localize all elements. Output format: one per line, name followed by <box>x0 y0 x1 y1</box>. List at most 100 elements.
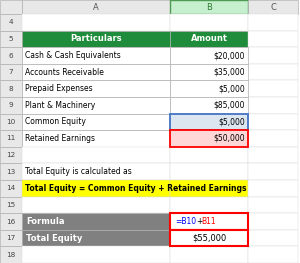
Bar <box>170 130 248 147</box>
Bar <box>22 0 170 14</box>
Bar <box>170 80 248 97</box>
Text: $5,000: $5,000 <box>218 84 245 93</box>
Bar <box>170 97 248 114</box>
Bar <box>248 47 298 64</box>
Text: Particulars: Particulars <box>70 34 122 43</box>
Bar <box>170 14 248 31</box>
Bar <box>170 197 248 213</box>
Bar <box>0 47 22 64</box>
Bar <box>170 180 248 197</box>
Text: 11: 11 <box>6 135 16 141</box>
Bar <box>0 0 22 14</box>
Bar <box>0 31 22 47</box>
Bar <box>22 80 170 97</box>
Text: Total Equity: Total Equity <box>26 234 82 242</box>
Text: 14: 14 <box>6 185 16 191</box>
Bar <box>22 163 170 180</box>
Bar <box>22 114 170 130</box>
Bar <box>22 31 170 47</box>
Bar <box>22 130 170 147</box>
Bar <box>248 130 298 147</box>
Bar <box>248 246 298 263</box>
Text: $85,000: $85,000 <box>214 101 245 110</box>
Bar <box>0 197 22 213</box>
Text: Total Equity is calculated as: Total Equity is calculated as <box>25 167 132 176</box>
Bar <box>0 114 22 130</box>
Bar <box>248 230 298 246</box>
Text: 5: 5 <box>9 36 13 42</box>
Bar <box>0 64 22 80</box>
Bar <box>170 230 248 246</box>
Text: Cash & Cash Equivalents: Cash & Cash Equivalents <box>25 51 121 60</box>
Text: Retained Earnings: Retained Earnings <box>25 134 95 143</box>
Text: +: + <box>196 217 202 226</box>
Bar <box>22 97 170 114</box>
Text: Amount: Amount <box>190 34 227 43</box>
Bar <box>170 163 248 180</box>
Text: $5,000: $5,000 <box>218 117 245 127</box>
Bar <box>248 197 298 213</box>
Bar <box>170 0 248 14</box>
Bar <box>0 130 22 147</box>
Text: 18: 18 <box>6 252 16 258</box>
Bar <box>22 47 170 64</box>
Bar <box>22 64 170 80</box>
Bar <box>248 80 298 97</box>
Text: 8: 8 <box>9 86 13 92</box>
Bar <box>248 114 298 130</box>
Bar <box>22 246 170 263</box>
Bar <box>0 14 22 31</box>
Bar <box>170 47 248 64</box>
Bar <box>22 180 170 197</box>
Text: 10: 10 <box>6 119 16 125</box>
Text: $20,000: $20,000 <box>214 51 245 60</box>
Bar <box>22 230 170 246</box>
Text: =B10: =B10 <box>175 217 196 226</box>
Bar <box>248 14 298 31</box>
Text: 4: 4 <box>9 19 13 25</box>
Bar <box>0 246 22 263</box>
Bar <box>170 213 248 230</box>
Bar <box>170 114 248 130</box>
Bar <box>22 197 170 213</box>
Text: 6: 6 <box>9 53 13 58</box>
Bar <box>248 147 298 163</box>
Text: 16: 16 <box>6 219 16 225</box>
Text: Total Equity = Common Equity + Retained Earnings: Total Equity = Common Equity + Retained … <box>25 184 247 193</box>
Bar <box>170 147 248 163</box>
Bar <box>170 31 248 47</box>
Text: 15: 15 <box>6 202 16 208</box>
Bar <box>0 230 22 246</box>
Bar <box>22 147 170 163</box>
Text: 7: 7 <box>9 69 13 75</box>
Text: C: C <box>270 3 276 12</box>
Text: Plant & Machinery: Plant & Machinery <box>25 101 95 110</box>
Text: 17: 17 <box>6 235 16 241</box>
Bar <box>248 180 298 197</box>
Bar <box>170 64 248 80</box>
Text: Accounts Receivable: Accounts Receivable <box>25 68 104 77</box>
Bar <box>22 14 170 31</box>
Bar <box>0 80 22 97</box>
Bar <box>248 97 298 114</box>
Text: A: A <box>93 3 99 12</box>
Text: 13: 13 <box>6 169 16 175</box>
Text: Prepaid Expenses: Prepaid Expenses <box>25 84 93 93</box>
Text: Common Equity: Common Equity <box>25 117 86 127</box>
Bar <box>0 180 22 197</box>
Text: $50,000: $50,000 <box>213 134 245 143</box>
Text: B: B <box>206 3 212 12</box>
Bar <box>248 64 298 80</box>
Text: $35,000: $35,000 <box>213 68 245 77</box>
Bar <box>0 147 22 163</box>
Bar <box>22 213 170 230</box>
Bar <box>248 163 298 180</box>
Text: 12: 12 <box>6 152 16 158</box>
Bar <box>0 163 22 180</box>
Bar <box>248 31 298 47</box>
Text: Formula: Formula <box>26 217 64 226</box>
Bar <box>0 97 22 114</box>
Bar <box>170 246 248 263</box>
Text: 9: 9 <box>9 102 13 108</box>
Bar <box>248 0 298 14</box>
